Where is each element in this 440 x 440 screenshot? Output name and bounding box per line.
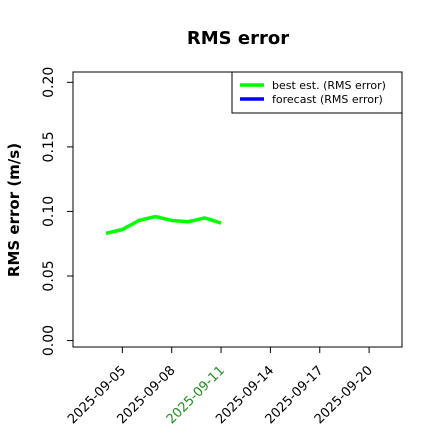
series-line	[105, 214, 222, 236]
y-tick-label: 0.00	[41, 325, 57, 356]
y-tick-label: 0.10	[41, 196, 57, 227]
y-tick-label: 0.15	[41, 131, 57, 162]
legend-label: best est. (RMS error)	[272, 79, 386, 92]
y-tick-label: 0.05	[41, 260, 57, 291]
legend-box	[231, 71, 403, 114]
legend-label: forecast (RMS error)	[272, 93, 383, 106]
y-tick-label: 0.20	[41, 67, 57, 98]
y-axis-label: RMS error (m/s)	[5, 143, 23, 277]
chart-title: RMS error	[187, 28, 289, 49]
